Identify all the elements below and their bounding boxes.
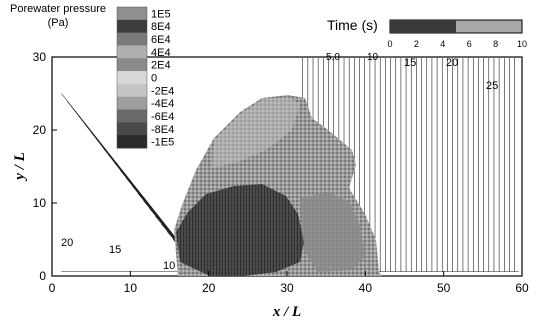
legend-level-label: 1E5 <box>151 8 171 20</box>
time-tick-label: 8 <box>493 39 498 49</box>
legend-swatch <box>117 71 147 85</box>
time-tick-label: 2 <box>414 39 419 49</box>
legend-level-label: 0 <box>151 73 157 85</box>
legend-title: Porewater pressure (Pa) <box>10 3 106 29</box>
x-tick-label: 40 <box>359 281 373 295</box>
legend-level-label: -6E4 <box>151 111 174 123</box>
x-tick-label: 30 <box>280 281 294 295</box>
debris-mid-band <box>300 192 366 272</box>
right-contour-label-1: 5.0 <box>326 52 340 63</box>
y-axis-title: y / L <box>12 152 28 182</box>
legend-swatch <box>117 45 147 59</box>
x-tick-label: 0 <box>49 281 56 295</box>
legend-level-label: 8E4 <box>151 21 171 33</box>
legend-level-label: -8E4 <box>151 124 174 136</box>
legend-level-label: -4E4 <box>151 98 174 110</box>
left-contour-label-2: 15 <box>109 244 121 256</box>
legend-swatch <box>117 122 147 136</box>
y-axis: 0 10 20 30 <box>33 50 57 283</box>
legend-swatch <box>117 96 147 111</box>
right-contour-label-4: 20 <box>446 57 458 69</box>
legend-level-label: 4E4 <box>151 47 171 59</box>
time-tick-label: 6 <box>467 39 472 49</box>
right-contour-label-5: 25 <box>486 80 498 92</box>
y-tick-label: 20 <box>33 123 47 137</box>
y-tick-label: 10 <box>33 196 47 210</box>
time-bar: Time (s) 0 2 4 6 8 10 <box>322 10 527 52</box>
legend-swatch <box>117 83 147 98</box>
legend-level-label: -1E5 <box>151 137 174 149</box>
right-contour-lines <box>302 58 519 272</box>
x-tick-label: 60 <box>515 281 529 295</box>
legend-level-label: 6E4 <box>151 34 171 46</box>
left-contour-label-3: 10 <box>163 260 175 272</box>
x-tick-label: 50 <box>437 281 451 295</box>
y-tick-label: 30 <box>33 50 47 64</box>
right-contour-label-3: 15 <box>404 57 416 69</box>
time-tick-label: 4 <box>440 39 445 49</box>
time-bar-fill <box>390 20 456 33</box>
legend-level-label: 2E4 <box>151 60 171 72</box>
legend-swatch <box>117 109 147 123</box>
legend-swatch <box>117 32 147 46</box>
legend-frame <box>116 6 148 149</box>
legend-swatch <box>117 58 147 72</box>
y-tick-label: 0 <box>39 269 46 283</box>
debris-light-top <box>212 97 300 168</box>
legend-swatch <box>117 135 147 149</box>
time-bar-title: Time (s) <box>327 17 378 33</box>
time-tick-label: 0 <box>387 39 392 49</box>
debris-dark-core <box>176 184 304 276</box>
x-axis-title: x / L <box>272 304 301 320</box>
legend-level-label: -2E4 <box>151 85 174 97</box>
left-contour-label-1: 20 <box>61 237 73 249</box>
x-tick-label: 10 <box>124 281 138 295</box>
x-tick-label: 20 <box>202 281 216 295</box>
legend-swatch <box>117 19 147 34</box>
time-tick-label: 10 <box>517 39 527 49</box>
legend-swatch <box>117 7 147 21</box>
pressure-legend <box>116 6 148 149</box>
right-contour-label-2: 10 <box>367 52 379 63</box>
x-axis: 0 10 20 30 40 50 60 <box>49 271 529 295</box>
